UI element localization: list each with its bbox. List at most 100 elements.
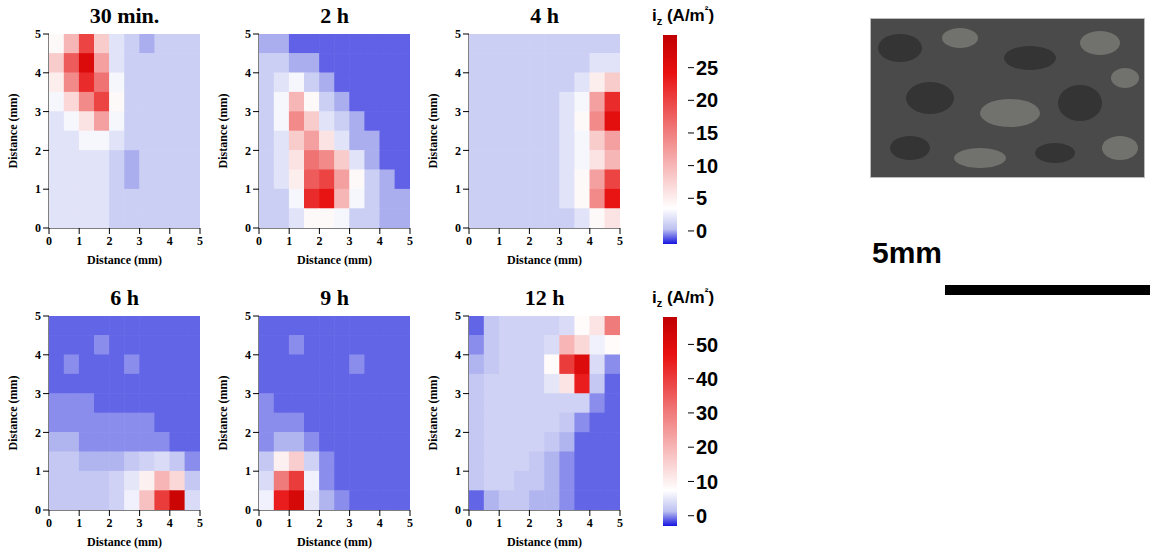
- svg-text:2: 2: [455, 144, 461, 158]
- svg-text:2: 2: [106, 234, 112, 248]
- svg-text:0: 0: [455, 503, 461, 517]
- svg-text:0: 0: [46, 516, 52, 530]
- svg-text:0: 0: [35, 221, 41, 235]
- html-text:5mm: 5mm: [872, 236, 942, 269]
- svg-text:1: 1: [455, 464, 461, 478]
- svg-text:1: 1: [496, 234, 502, 248]
- svg-text:4: 4: [455, 348, 461, 362]
- svg-text:3: 3: [557, 234, 563, 248]
- svg-text:Distance (mm): Distance (mm): [507, 535, 582, 549]
- svg-text:Distance (mm): Distance (mm): [87, 253, 162, 267]
- svg-text:5: 5: [455, 28, 461, 41]
- svg-text:5: 5: [197, 234, 203, 248]
- svg-text:2: 2: [245, 144, 251, 158]
- svg-text:3: 3: [245, 387, 251, 401]
- svg-text:2: 2: [35, 426, 41, 440]
- svg-text:4: 4: [377, 516, 383, 530]
- svg-text:4: 4: [455, 66, 461, 80]
- svg-text:Distance (mm): Distance (mm): [216, 376, 230, 451]
- svg-text:3: 3: [137, 234, 143, 248]
- svg-text:5: 5: [617, 516, 623, 530]
- svg-text:1: 1: [286, 234, 292, 248]
- svg-text:2: 2: [455, 426, 461, 440]
- svg-text:2: 2: [526, 234, 532, 248]
- svg-text:4: 4: [35, 66, 41, 80]
- svg-text:1: 1: [76, 516, 82, 530]
- svg-text:2: 2: [526, 516, 532, 530]
- svg-text:Distance (mm): Distance (mm): [6, 376, 20, 451]
- svg-text:4: 4: [587, 234, 593, 248]
- svg-text:Distance (mm): Distance (mm): [297, 535, 372, 549]
- svg-text:Distance (mm): Distance (mm): [216, 94, 230, 169]
- svg-text:2: 2: [316, 516, 322, 530]
- svg-text:5: 5: [407, 516, 413, 530]
- svg-text:Distance (mm): Distance (mm): [507, 253, 582, 267]
- svg-text:0: 0: [245, 503, 251, 517]
- svg-text:4: 4: [245, 348, 251, 362]
- html-text:2 h: 2 h: [320, 3, 349, 28]
- svg-text:30: 30: [696, 402, 718, 424]
- svg-text:5: 5: [245, 310, 251, 323]
- svg-text:0: 0: [256, 516, 262, 530]
- svg-text:Distance (mm): Distance (mm): [426, 376, 440, 451]
- svg-text:20: 20: [696, 436, 718, 458]
- svg-text:4: 4: [167, 516, 173, 530]
- svg-text:2: 2: [106, 516, 112, 530]
- svg-text:3: 3: [347, 516, 353, 530]
- svg-text:0: 0: [455, 221, 461, 235]
- svg-text:2: 2: [35, 144, 41, 158]
- svg-text:1: 1: [455, 182, 461, 196]
- svg-text:3: 3: [347, 234, 353, 248]
- svg-text:10: 10: [696, 471, 718, 493]
- svg-text:0: 0: [696, 505, 707, 527]
- svg-text:5: 5: [696, 187, 707, 209]
- svg-text:1: 1: [286, 516, 292, 530]
- svg-text:3: 3: [455, 105, 461, 119]
- svg-text:Distance (mm): Distance (mm): [87, 535, 162, 549]
- svg-text:10: 10: [696, 155, 718, 177]
- svg-text:5: 5: [245, 28, 251, 41]
- svg-text:5: 5: [407, 234, 413, 248]
- svg-text:0: 0: [245, 221, 251, 235]
- svg-text:0: 0: [696, 220, 707, 242]
- svg-text:3: 3: [557, 516, 563, 530]
- html-text:4 h: 4 h: [530, 3, 559, 28]
- html-text:30 min.: 30 min.: [89, 3, 160, 28]
- svg-text:2: 2: [245, 426, 251, 440]
- svg-text:5: 5: [197, 516, 203, 530]
- svg-text:1: 1: [245, 464, 251, 478]
- svg-text:1: 1: [496, 516, 502, 530]
- svg-text:0: 0: [466, 516, 472, 530]
- svg-text:0: 0: [46, 234, 52, 248]
- svg-text:5: 5: [35, 28, 41, 41]
- svg-text:5: 5: [35, 310, 41, 323]
- svg-text:25: 25: [696, 57, 718, 79]
- svg-text:Distance (mm): Distance (mm): [426, 94, 440, 169]
- svg-text:5: 5: [455, 310, 461, 323]
- svg-text:1: 1: [35, 464, 41, 478]
- svg-text:4: 4: [587, 516, 593, 530]
- svg-text:50: 50: [696, 334, 718, 356]
- svg-text:2: 2: [316, 234, 322, 248]
- svg-text:4: 4: [35, 348, 41, 362]
- svg-text:1: 1: [245, 182, 251, 196]
- svg-text:4: 4: [167, 234, 173, 248]
- svg-text:4: 4: [377, 234, 383, 248]
- svg-text:1: 1: [76, 234, 82, 248]
- svg-text:3: 3: [137, 516, 143, 530]
- svg-text:3: 3: [245, 105, 251, 119]
- svg-text:0: 0: [466, 234, 472, 248]
- svg-text:1: 1: [35, 182, 41, 196]
- svg-text:20: 20: [696, 89, 718, 111]
- svg-text:3: 3: [35, 387, 41, 401]
- svg-text:Distance (mm): Distance (mm): [6, 94, 20, 169]
- svg-text:40: 40: [696, 368, 718, 390]
- svg-text:3: 3: [35, 105, 41, 119]
- svg-text:5: 5: [617, 234, 623, 248]
- svg-text:Distance (mm): Distance (mm): [297, 253, 372, 267]
- svg-text:0: 0: [35, 503, 41, 517]
- svg-text:3: 3: [455, 387, 461, 401]
- svg-text:0: 0: [256, 234, 262, 248]
- svg-text:15: 15: [696, 122, 718, 144]
- svg-text:4: 4: [245, 66, 251, 80]
